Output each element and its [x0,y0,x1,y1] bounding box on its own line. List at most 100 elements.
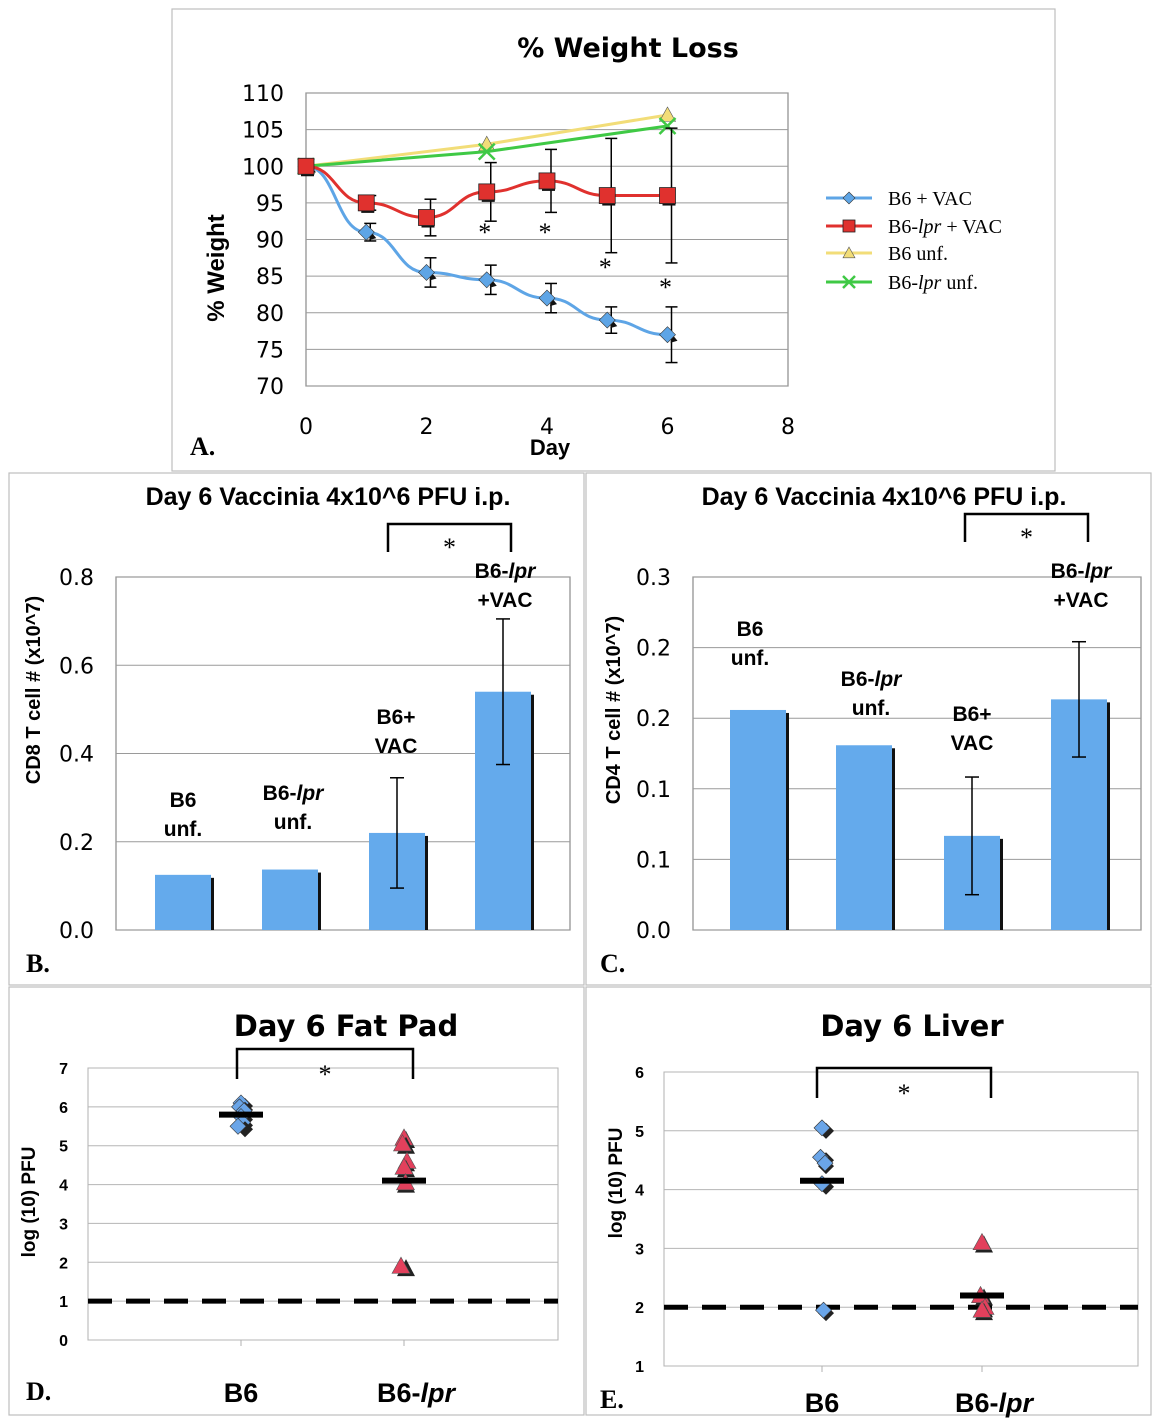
bar-label-line2: unf. [274,811,312,834]
data-point [659,187,676,204]
y-tick-label: 80 [256,302,284,327]
y-tick-label: 5 [59,1139,68,1156]
y-tick-label: 110 [242,82,284,107]
data-point-stroke [658,117,677,135]
x-category-label: B6-lpr [377,1378,457,1408]
data-point [842,275,856,289]
data-point-stroke [842,275,856,289]
legend-label: B6-lpr unf. [888,272,978,294]
x-category-label: B6-lpr [955,1388,1035,1418]
bar-label-line2: VAC [375,735,418,758]
bar [262,869,318,930]
bar-label-line2: unf. [164,818,202,841]
data-point [813,1119,831,1137]
bar-label-line1: B6+ [952,703,991,726]
data-point [538,289,556,307]
y-tick-label: 6 [635,1065,644,1082]
y-tick-label: 0.6 [59,654,94,679]
y-tick-label: 0.0 [636,919,671,944]
data-point [392,1134,413,1152]
y-tick-label: 0.8 [59,566,94,591]
y-tick-label: 75 [256,338,284,363]
y-axis-label: CD4 T cell # (x10^7) [603,616,625,804]
data-point [418,209,435,226]
y-tick-label: 4 [635,1183,644,1200]
y-tick-label: 95 [256,192,284,217]
x-tick-label: 0 [299,415,313,440]
y-tick-label: 0.2 [59,831,94,856]
x-tick-label: 4 [540,415,554,440]
bar [155,874,211,930]
significance-bracket [386,522,513,552]
bar [730,709,786,930]
bar-label-line1: B6-lpr [475,560,538,583]
x-tick-label: 6 [661,415,675,440]
significance-bracket [815,1066,993,1098]
chart-title: Day 6 Fat Pad [234,1009,458,1043]
bar-label-line1: B6-lpr [1051,560,1114,583]
panel-d-fat-pad: Day 6 Fat Pad 0 1 2 3 4 5 6 7 B6 B6-lpr * log (10)… [8,986,585,1416]
significance-star: * [443,533,456,562]
x-tick-label: 2 [420,415,434,440]
y-tick-label: 7 [59,1061,68,1078]
y-tick-label: 2 [59,1255,68,1272]
y-tick-label: 85 [256,265,284,290]
y-axis-label: CD8 T cell # (x10^7) [23,596,45,784]
y-tick-label: 5 [635,1124,644,1141]
bar-label-line1: B6 [737,618,764,641]
y-tick-label: 1 [59,1294,68,1311]
y-axis-label: log (10) PFU [606,1128,627,1239]
significance-star: * [478,218,491,247]
y-axis-label: log (10) PFU [19,1147,40,1258]
data-point [391,1256,411,1274]
data-point [842,219,856,233]
panel-letter: D. [26,1377,51,1406]
data-point [972,1232,992,1251]
bar-label-line1: B6+ [376,706,415,729]
plot-area [663,1071,1139,1367]
y-tick-label: 0 [59,1333,68,1350]
bar-label-line2: VAC [951,732,994,755]
data-point-stroke [477,142,496,161]
y-tick-label: 6 [59,1100,68,1117]
panel-a-weight-loss: % Weight Loss 70 75 80 85 90 95 100 105 110 0 2 4 6… [171,8,1056,472]
chart-title: % Weight Loss [517,33,739,64]
x-axis-label: Day [530,435,571,460]
data-point [478,183,496,201]
y-tick-label: 0.2 [636,637,671,662]
chart-title: Day 6 Liver [820,1009,1004,1043]
y-tick-label: 105 [242,119,284,144]
y-tick-label: 0.3 [636,566,671,591]
y-tick-label: 0.1 [636,848,671,873]
data-point [357,194,375,212]
data-point [815,1301,832,1319]
data-point [478,271,496,289]
legend-label: B6 + VAC [888,188,972,210]
y-tick-label: 3 [59,1216,68,1233]
legend-label: B6-lpr + VAC [888,216,1002,238]
y-tick-label: 3 [635,1241,644,1258]
y-tick-label: 100 [242,155,284,180]
data-point [538,172,556,190]
chart-title: Day 6 Vaccinia 4x10^6 PFU i.p. [702,483,1067,511]
significance-star: * [1020,523,1033,552]
panel-b-cd8: Day 6 Vaccinia 4x10^6 PFU i.p. 0.0 0.2 0.4… [8,472,585,986]
panel-letter: B. [26,949,50,978]
x-category-label: B6 [805,1388,840,1418]
data-point [816,1154,834,1172]
y-tick-label: 70 [256,375,284,400]
data-point [394,1157,414,1175]
bar-label-line2: unf. [852,697,890,720]
panel-e-liver: Day 6 Liver 1 2 3 4 5 6 B6 B6-lpr * log (10) PFU… [585,986,1152,1418]
panel-letter: C. [600,949,625,978]
data-point [297,157,315,175]
significance-star: * [319,1060,332,1089]
bar [836,745,892,930]
data-point [842,246,856,259]
bar-label-line1: B6-lpr [263,782,326,805]
y-tick-label: 0.0 [59,919,94,944]
significance-star: * [539,218,552,247]
y-tick-label: 0.1 [636,778,671,803]
significance-bracket [963,512,1090,542]
